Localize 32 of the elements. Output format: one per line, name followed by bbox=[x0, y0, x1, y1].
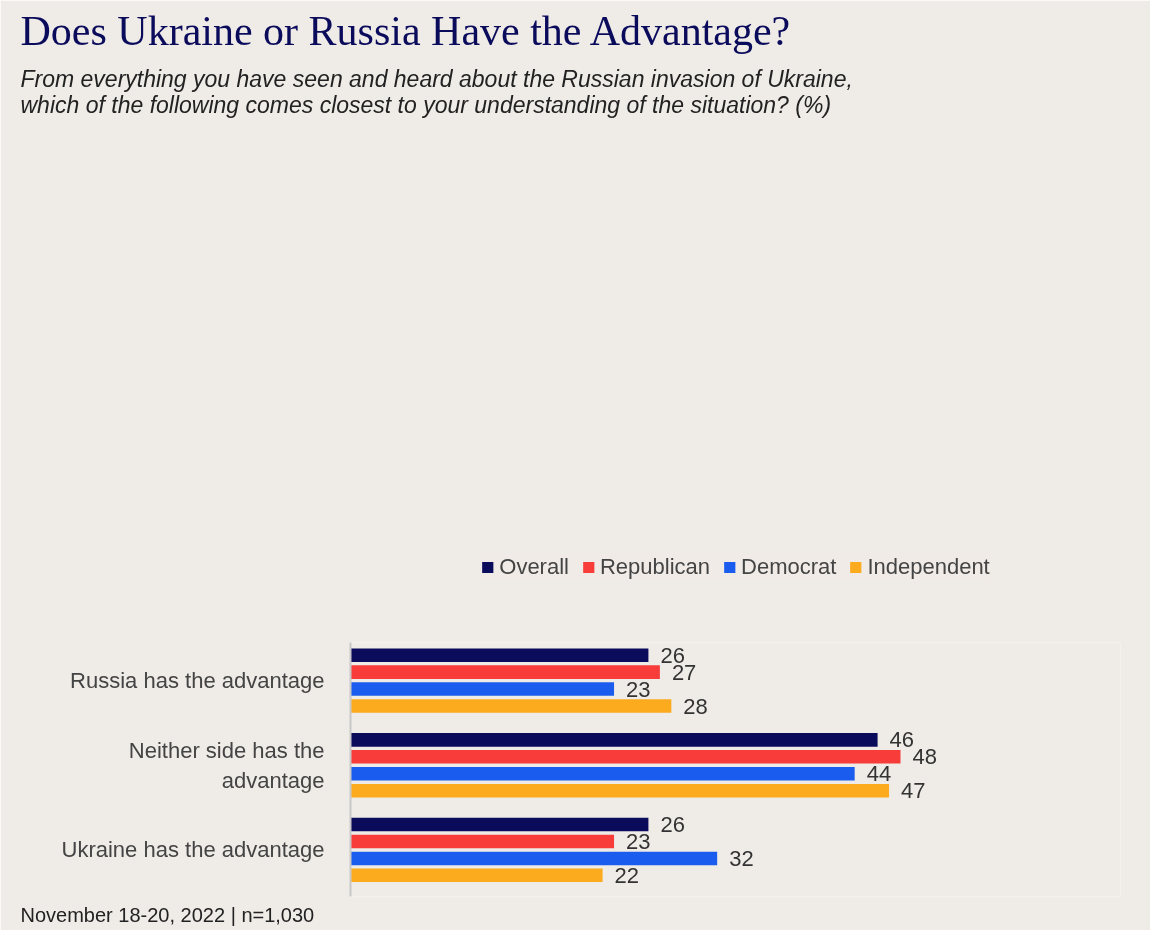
data-label: 26 bbox=[660, 812, 685, 838]
bar bbox=[350, 783, 890, 798]
bar bbox=[350, 665, 660, 679]
data-label: 47 bbox=[901, 778, 926, 804]
y-tick-label: Ukraine has the advantage bbox=[61, 837, 325, 863]
legend-label: Republican bbox=[599, 554, 711, 581]
bar bbox=[350, 682, 615, 696]
data-label: 46 bbox=[889, 727, 915, 753]
bar bbox=[350, 868, 603, 883]
data-label: 32 bbox=[729, 845, 754, 871]
chart-title: Does Ukraine or Russia Have the Advantage? bbox=[20, 7, 791, 54]
bar bbox=[350, 834, 615, 849]
y-tick-label: Neither side has the advantage bbox=[128, 737, 325, 793]
legend-label: Overall bbox=[499, 554, 569, 581]
data-label: 48 bbox=[912, 744, 937, 770]
bar bbox=[350, 699, 672, 713]
text: November 18-20, 2022 | n=1,030 bbox=[20, 903, 315, 926]
bar bbox=[350, 733, 878, 747]
bar bbox=[350, 648, 649, 662]
data-label: 22 bbox=[614, 862, 640, 888]
legend-label: Democrat bbox=[741, 554, 837, 581]
bar bbox=[350, 766, 855, 781]
bar bbox=[350, 851, 718, 866]
data-label: 28 bbox=[683, 693, 708, 719]
data-label: 23 bbox=[626, 828, 651, 854]
data-label: 44 bbox=[866, 761, 892, 787]
y-tick-label: Russia has the advantage bbox=[70, 668, 325, 694]
bar bbox=[350, 817, 649, 832]
bar bbox=[350, 750, 901, 764]
chart-subtitle: From everything you have seen and heard about the Russian invasion of Ukraine, which of the following comes closest to your understanding of the situation? (%) bbox=[20, 65, 853, 118]
data-label: 23 bbox=[626, 676, 651, 702]
legend-label: Independent bbox=[867, 554, 990, 581]
